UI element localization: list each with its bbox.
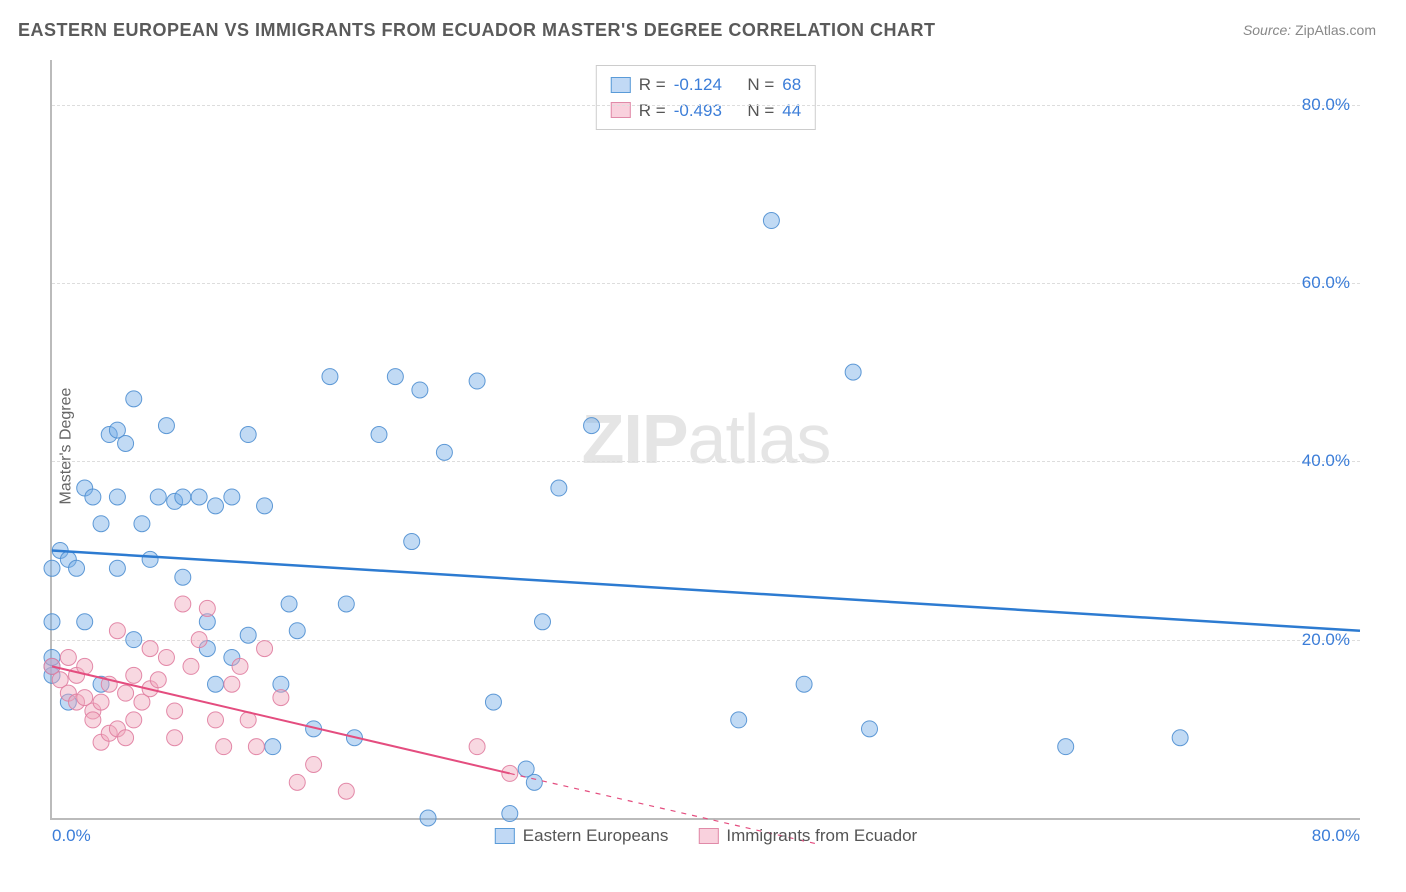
y-tick-label: 20.0%	[1302, 630, 1350, 650]
legend-label-blue: Eastern Europeans	[523, 826, 669, 846]
y-tick-label: 40.0%	[1302, 451, 1350, 471]
scatter-svg	[52, 60, 1360, 818]
swatch-blue-icon	[495, 828, 515, 844]
legend-label-pink: Immigrants from Ecuador	[726, 826, 917, 846]
y-tick-label: 80.0%	[1302, 95, 1350, 115]
source-name: ZipAtlas.com	[1295, 22, 1376, 38]
legend-item-pink: Immigrants from Ecuador	[698, 826, 917, 846]
x-tick-origin: 0.0%	[52, 826, 91, 846]
source-prefix: Source:	[1243, 22, 1295, 38]
chart-plot-area: ZIPatlas R = -0.124 N = 68 R = -0.493 N …	[50, 60, 1360, 820]
source-attribution: Source: ZipAtlas.com	[1243, 22, 1376, 38]
chart-title: EASTERN EUROPEAN VS IMMIGRANTS FROM ECUA…	[18, 20, 935, 41]
swatch-pink-icon	[698, 828, 718, 844]
x-tick-end: 80.0%	[1312, 826, 1360, 846]
y-tick-label: 60.0%	[1302, 273, 1350, 293]
legend-item-blue: Eastern Europeans	[495, 826, 669, 846]
series-legend: Eastern Europeans Immigrants from Ecuado…	[495, 826, 917, 846]
